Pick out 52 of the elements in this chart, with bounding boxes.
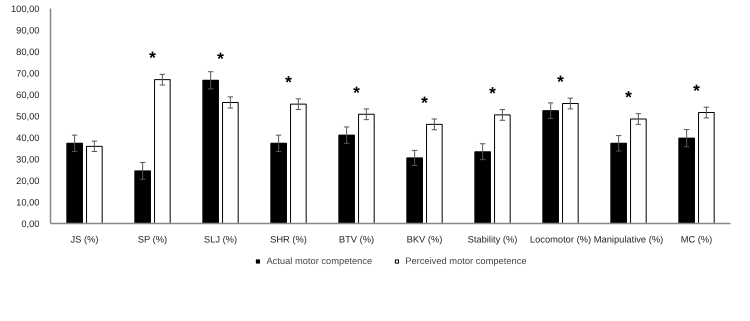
y-tick-label: 70,00 xyxy=(16,68,40,78)
bar xyxy=(610,142,627,224)
bar xyxy=(474,151,491,224)
y-tick-label: 40,00 xyxy=(16,133,40,143)
bar xyxy=(270,142,287,224)
x-tick-label: Manipulative (%) xyxy=(594,234,664,244)
bar xyxy=(154,79,171,224)
bar xyxy=(66,142,83,224)
legend-label: Actual motor competence xyxy=(266,256,372,266)
bar xyxy=(134,170,151,224)
y-tick-label: 80,00 xyxy=(16,47,40,57)
y-tick-label: 30,00 xyxy=(16,154,40,164)
x-tick-label: SHR (%) xyxy=(270,234,307,244)
y-tick-label: 0,00 xyxy=(21,219,40,229)
annotation: * xyxy=(625,87,632,108)
annotation: * xyxy=(285,72,292,92)
bar xyxy=(202,80,219,224)
y-tick-label: 100,00 xyxy=(10,4,40,14)
bar xyxy=(678,138,695,224)
y-tick-label: 10,00 xyxy=(16,198,40,208)
y-tick-label: 50,00 xyxy=(16,112,40,122)
x-tick-label: Locomotor (%) xyxy=(530,234,592,244)
y-tick-label: 20,00 xyxy=(16,176,40,186)
annotation: * xyxy=(421,92,428,112)
bar xyxy=(542,110,559,224)
bar xyxy=(338,134,355,224)
x-tick-label: SLJ (%) xyxy=(204,234,238,244)
bar xyxy=(86,146,103,224)
annotation: * xyxy=(353,82,360,102)
bar xyxy=(290,104,307,224)
annotation: * xyxy=(217,48,224,68)
bar xyxy=(358,114,375,224)
bar xyxy=(426,124,443,224)
bar xyxy=(222,102,239,224)
x-tick-label: Stability (%) xyxy=(468,234,518,244)
bar xyxy=(562,103,579,224)
x-tick-label: BTV (%) xyxy=(338,234,374,244)
x-tick-label: BKV (%) xyxy=(406,234,442,244)
bar xyxy=(630,118,647,224)
annotation: * xyxy=(693,80,700,101)
bar xyxy=(698,112,715,224)
annotation: * xyxy=(489,82,496,103)
bar xyxy=(406,157,423,224)
annotation: * xyxy=(557,72,564,92)
legend-label: Perceived motor competence xyxy=(405,256,527,266)
annotation: * xyxy=(149,48,156,68)
x-tick-label: MC (%) xyxy=(680,234,712,244)
y-tick-label: 60,00 xyxy=(16,90,40,100)
x-tick-label: SP (%) xyxy=(138,234,168,244)
bar xyxy=(494,114,511,224)
x-tick-label: JS (%) xyxy=(70,234,99,244)
y-tick-label: 90,00 xyxy=(16,26,40,36)
